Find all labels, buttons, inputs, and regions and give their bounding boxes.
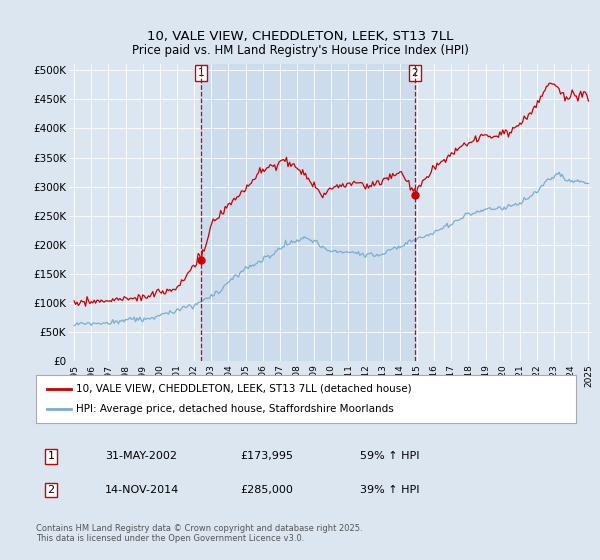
- Text: 2: 2: [47, 485, 55, 495]
- Text: Price paid vs. HM Land Registry's House Price Index (HPI): Price paid vs. HM Land Registry's House …: [131, 44, 469, 57]
- Text: 1: 1: [198, 68, 205, 78]
- Text: £173,995: £173,995: [240, 451, 293, 461]
- Text: 2: 2: [412, 68, 418, 78]
- Text: 14-NOV-2014: 14-NOV-2014: [105, 485, 179, 495]
- Text: 59% ↑ HPI: 59% ↑ HPI: [360, 451, 419, 461]
- Text: 1: 1: [47, 451, 55, 461]
- Text: HPI: Average price, detached house, Staffordshire Moorlands: HPI: Average price, detached house, Staf…: [77, 404, 394, 414]
- Text: Contains HM Land Registry data © Crown copyright and database right 2025.
This d: Contains HM Land Registry data © Crown c…: [36, 524, 362, 543]
- Text: 10, VALE VIEW, CHEDDLETON, LEEK, ST13 7LL: 10, VALE VIEW, CHEDDLETON, LEEK, ST13 7L…: [147, 30, 453, 43]
- Text: £285,000: £285,000: [240, 485, 293, 495]
- Text: 39% ↑ HPI: 39% ↑ HPI: [360, 485, 419, 495]
- Text: 31-MAY-2002: 31-MAY-2002: [105, 451, 177, 461]
- Bar: [201, 64, 415, 361]
- Text: 10, VALE VIEW, CHEDDLETON, LEEK, ST13 7LL (detached house): 10, VALE VIEW, CHEDDLETON, LEEK, ST13 7L…: [77, 384, 412, 394]
